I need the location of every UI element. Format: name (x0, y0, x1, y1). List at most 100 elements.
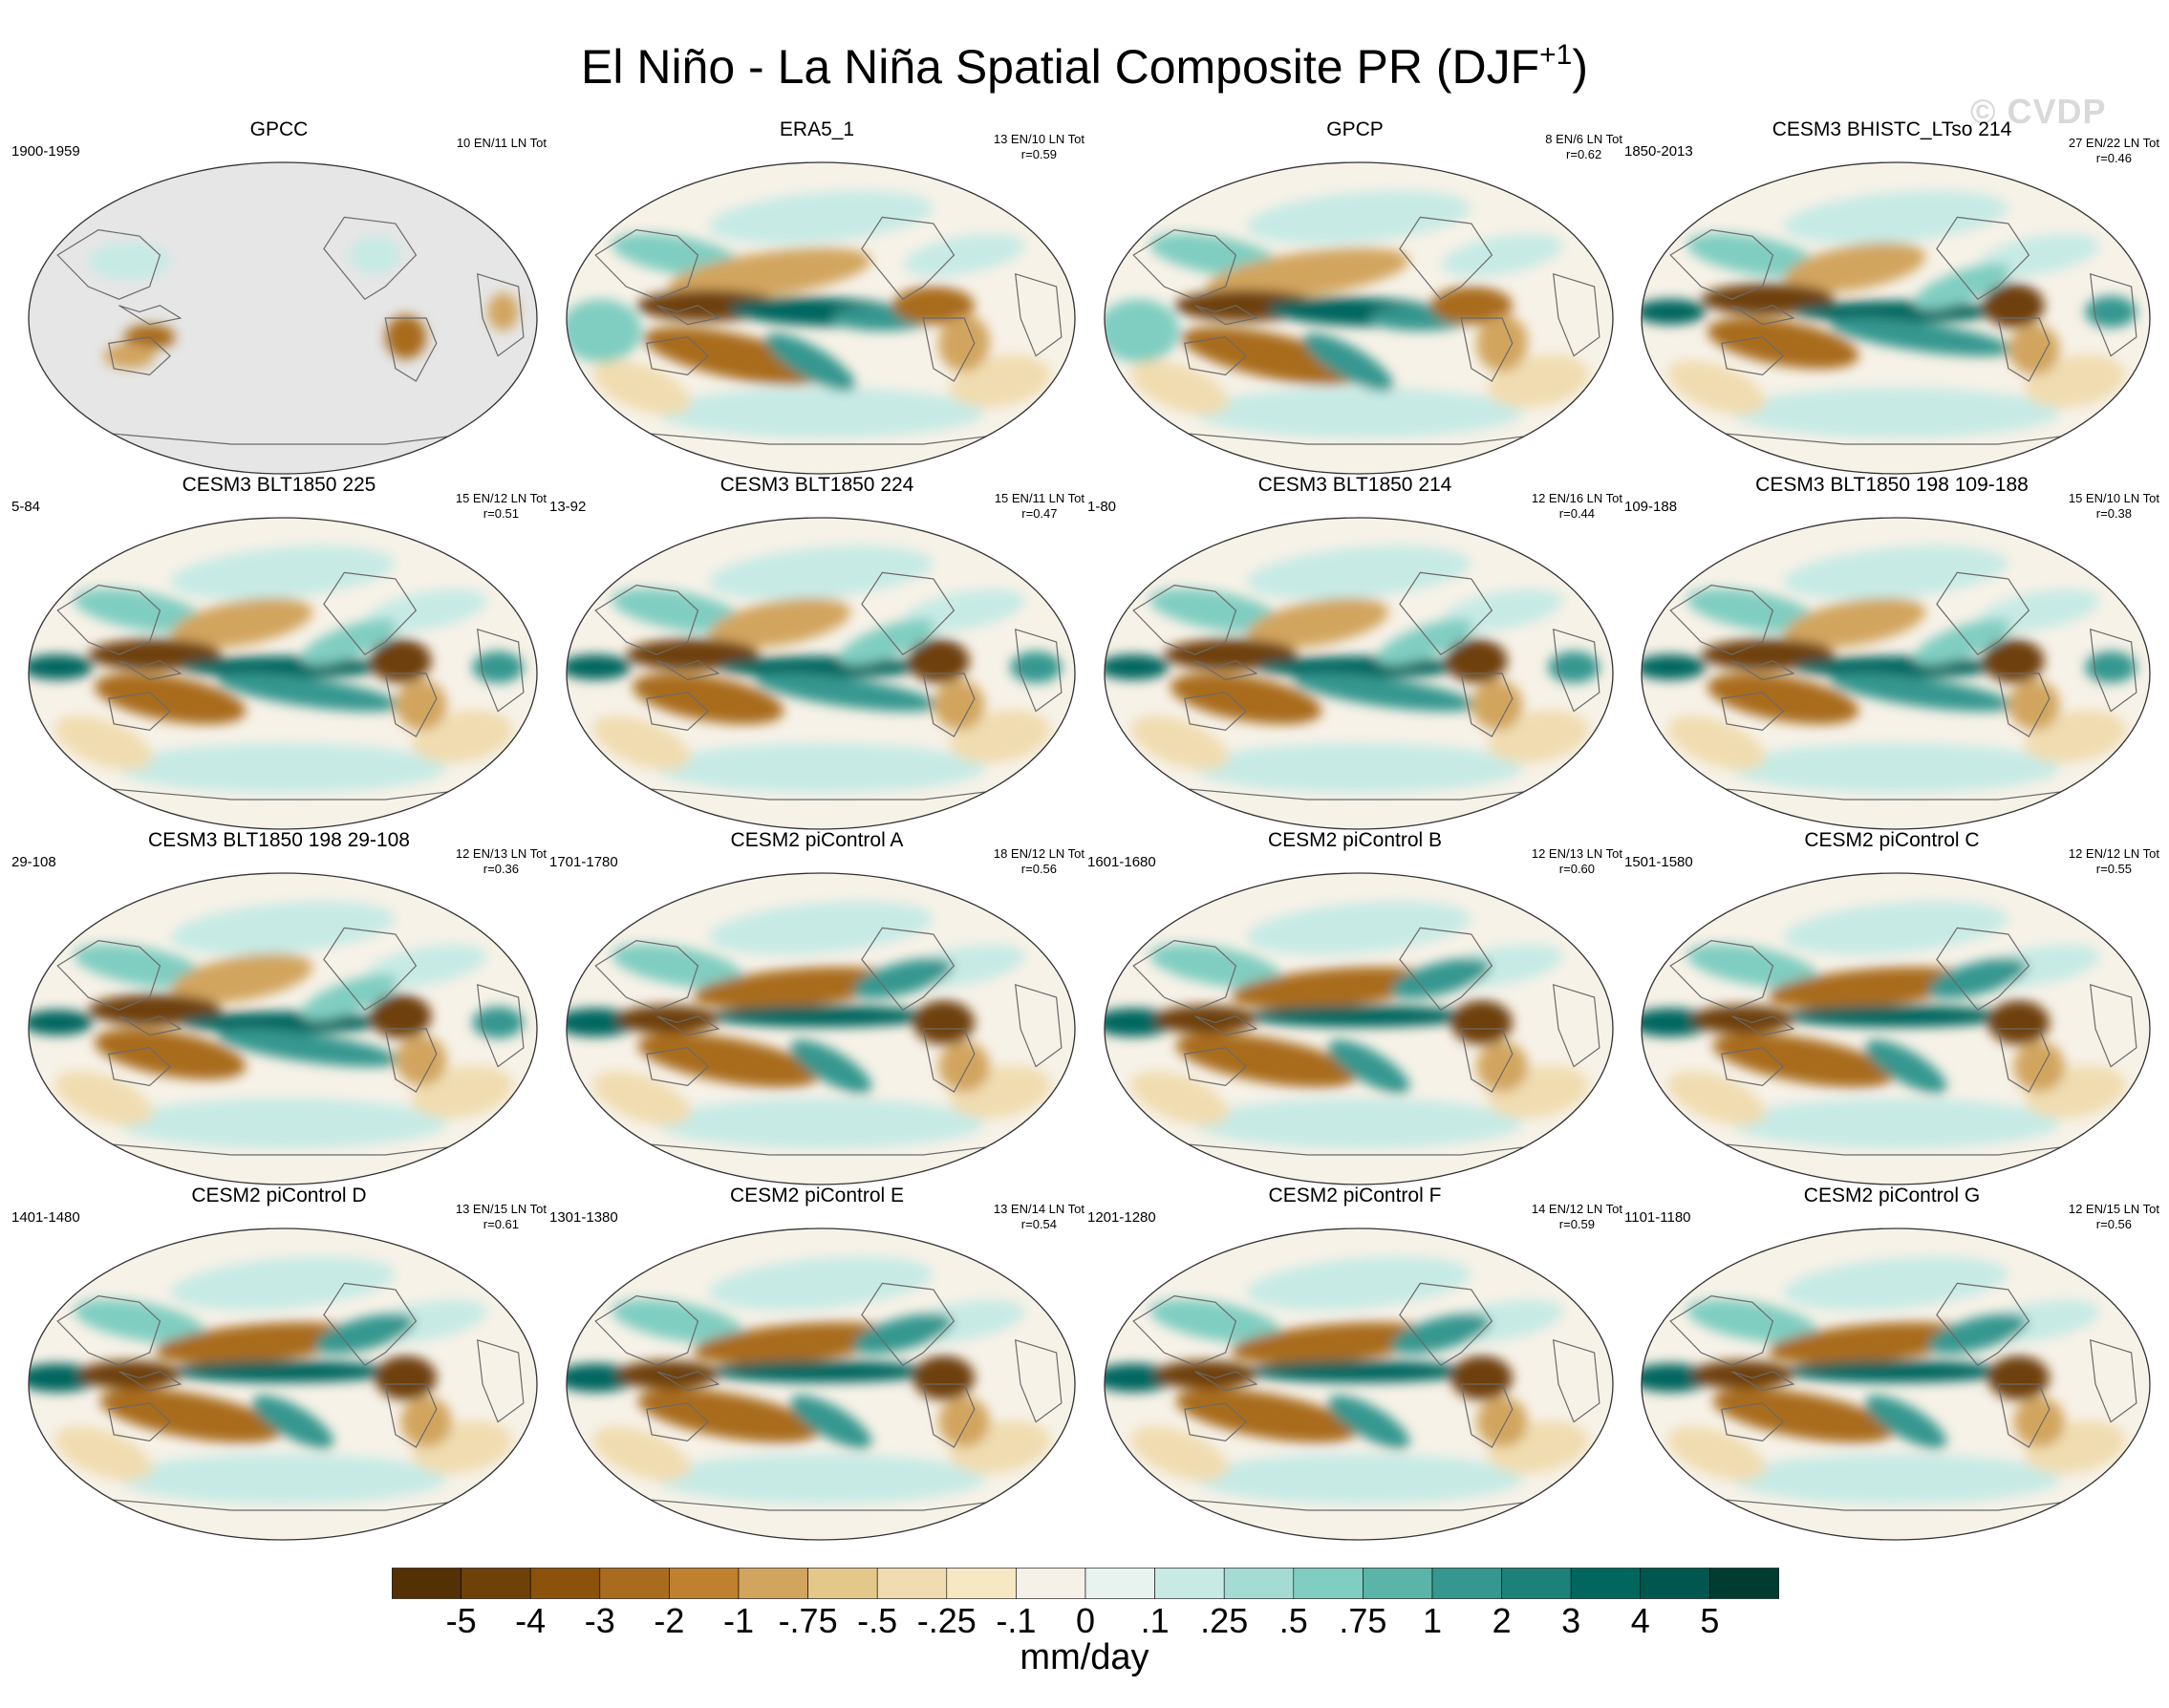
event-counts: 14 EN/12 LN Tot (1531, 1202, 1622, 1216)
coastline (118, 305, 183, 326)
robinson-map (1641, 517, 2151, 830)
panel-title: CESM2 piControl D (191, 1185, 367, 1206)
map-panel: CESM2 piControl G 1101-1180 12 EN/15 LN To… (1624, 1185, 2159, 1541)
coastline (646, 1047, 709, 1087)
coastline (56, 228, 161, 300)
coastline (1721, 692, 1784, 732)
panel-years: 13-92 (549, 499, 587, 515)
coastline (1194, 660, 1258, 681)
robinson-map (28, 1228, 538, 1541)
map-border (566, 872, 1076, 1185)
coastline (922, 317, 976, 382)
anomaly-patch (155, 1322, 360, 1364)
anomaly-patch (1246, 1256, 1471, 1311)
anomaly-patch (1441, 233, 1563, 277)
pattern-correlation: r=0.47 (1021, 506, 1058, 521)
anomaly-field (1642, 901, 2126, 1149)
anomaly-patch (365, 944, 487, 988)
coastlines (1132, 1282, 1600, 1511)
anomaly-patch (29, 654, 94, 680)
coastline (323, 216, 418, 300)
colorbar-box (1154, 1568, 1225, 1599)
anomaly-patch (1927, 1313, 2028, 1355)
coastline (323, 571, 418, 655)
anomaly-patch (1548, 651, 1600, 683)
anomaly-patch (1686, 588, 1818, 632)
panel-years: 1401-1480 (11, 1209, 80, 1226)
anomaly-patch (1686, 233, 1818, 277)
anomaly-patch (1707, 673, 1859, 725)
anomaly-patch (1768, 967, 1973, 1009)
map-border (566, 161, 1076, 475)
anomaly-patch (643, 327, 825, 385)
anomaly-patch (1149, 944, 1281, 988)
coastline (56, 939, 161, 1011)
anomaly-patch (1783, 190, 2008, 245)
anomaly-patch (1390, 1313, 1491, 1355)
panel-title: CESM3 BLT1850 224 (719, 474, 914, 496)
map-border (1641, 872, 2151, 1185)
colorbar-box (1223, 1568, 1295, 1599)
anomaly-patch (656, 1098, 985, 1149)
coastline (1399, 216, 1493, 300)
coastline (1701, 786, 2101, 801)
coastline (384, 1028, 438, 1093)
coastline (1164, 786, 1564, 801)
panel-years: 1101-1180 (1624, 1209, 1691, 1226)
coastline (1552, 983, 1600, 1068)
panel-title: CESM2 piControl B (1267, 829, 1443, 851)
coastline (1014, 628, 1063, 713)
panel-years: 1301-1380 (549, 1209, 618, 1226)
robinson-map (566, 872, 1076, 1185)
panel-stats: 12 EN/13 LN Tot r=0.60 (1532, 846, 1622, 877)
pattern-correlation: r=0.54 (1020, 1217, 1058, 1231)
colorbar-box (1084, 1568, 1155, 1599)
coastline (118, 660, 183, 681)
map-panel: ERA5_1 13 EN/10 LN Tot r=0.59 (549, 118, 1084, 475)
anomaly-patch (1390, 958, 1491, 999)
coastline (118, 1015, 183, 1036)
anomaly-patch (612, 588, 743, 632)
coastline (1014, 983, 1063, 1068)
anomaly-patch (54, 1071, 153, 1126)
panel-stats: 18 EN/12 LN Tot r=0.56 (994, 846, 1084, 877)
panel-stats: 27 EN/22 LN Tot r=0.46 (2069, 136, 2159, 166)
colorbar-box (1501, 1568, 1572, 1599)
anomaly-patch (375, 1356, 437, 1400)
coastline (476, 272, 525, 357)
map-border (566, 1228, 1076, 1541)
anomaly-patch (637, 1033, 820, 1088)
coastline (656, 305, 720, 326)
panel-stats: 13 EN/15 LN Tot r=0.61 (456, 1202, 547, 1232)
anomaly-patch (1731, 387, 2060, 438)
pattern-correlation: r=0.38 (2095, 506, 2133, 521)
anomaly-patch (1293, 673, 1476, 712)
coastline (1460, 673, 1514, 737)
anomaly-patch (708, 1360, 934, 1383)
anomaly-patch (171, 952, 313, 1004)
anomaly-patch (1246, 901, 1471, 955)
anomaly-patch (94, 673, 247, 725)
coastline (1014, 272, 1063, 357)
panel-years: 109-188 (1624, 499, 1678, 515)
colorbar-tick-label: -.25 (916, 1601, 977, 1640)
coastlines (1669, 927, 2137, 1156)
coastline (476, 1338, 525, 1423)
panel-years: 5-84 (11, 499, 41, 515)
anomaly-patch (118, 742, 447, 794)
anomaly-patch (300, 618, 398, 666)
anomaly-patch (171, 597, 313, 649)
coastline (1184, 1402, 1247, 1442)
colorbar-box (461, 1568, 531, 1599)
anomaly-patch (632, 673, 784, 725)
coastline (1701, 1142, 2101, 1156)
colorbar-box (946, 1568, 1017, 1599)
anomaly-patch (1303, 332, 1394, 392)
coastline (1669, 584, 1774, 655)
anomaly-patch (370, 638, 432, 683)
anomaly-patch (765, 332, 856, 392)
coastline (1194, 1015, 1258, 1036)
anomaly-patch (668, 247, 871, 301)
anomaly-patch (1667, 715, 1766, 771)
coastline (1997, 1383, 2051, 1448)
